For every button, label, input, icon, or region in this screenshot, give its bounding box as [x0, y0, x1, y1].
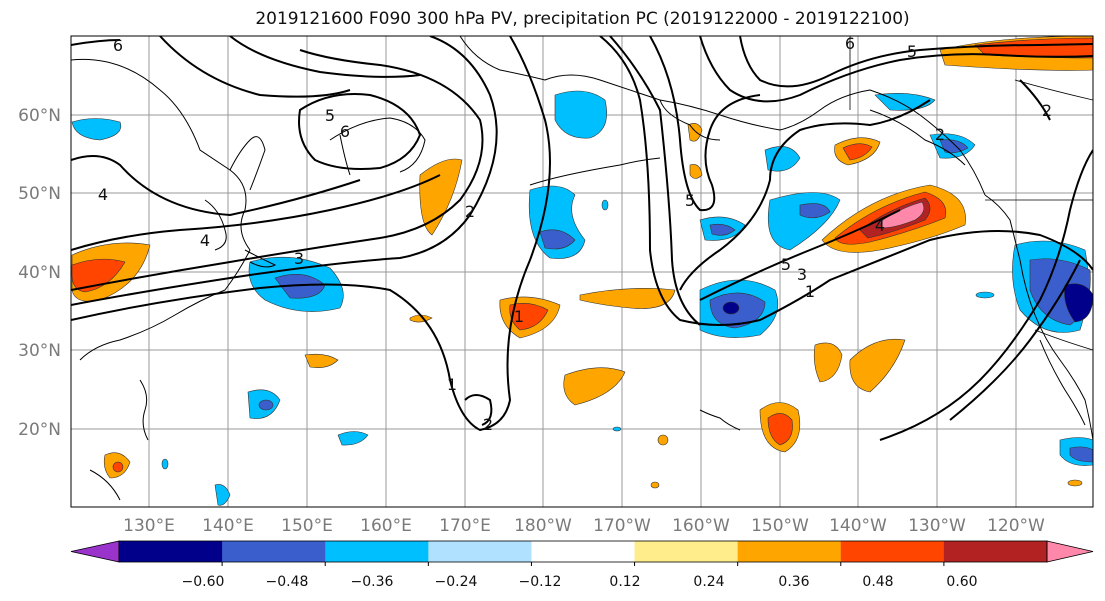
contour-labels: 6 5 6 4 4 3 2 1 2 1 6 5 2 5 5 3 1 4 2: [98, 34, 1052, 434]
contour-label: 4: [98, 185, 108, 204]
lon-label: 150°W: [751, 516, 809, 536]
lon-labels: 130°E 140°E 150°E 160°E 170°E 180°W 170°…: [123, 516, 1045, 536]
lon-label: 160°W: [672, 516, 730, 536]
colorbar-border: [118, 540, 1048, 563]
plot-title: 2019121600 F090 300 hPa PV, precipitatio…: [255, 9, 910, 29]
lon-label: 120°W: [987, 516, 1045, 536]
contour-label: 6: [845, 34, 855, 53]
colorbar-segment: [531, 541, 636, 562]
contour-label: 6: [340, 122, 350, 141]
colorbar-ticks: −0.60 −0.48 −0.36 −0.24 −0.12 0.12 0.24 …: [182, 574, 978, 590]
map-frame: [70, 35, 1094, 508]
lon-label: 140°W: [829, 516, 887, 536]
lon-label: 160°E: [360, 516, 412, 536]
colorbar-tick-label: −0.36: [351, 574, 394, 590]
colorbar-segment: [222, 541, 326, 562]
lon-label: 130°W: [908, 516, 966, 536]
lon-label: 130°E: [123, 516, 175, 536]
contour-label: 5: [907, 42, 917, 61]
colorbar-tick-label: −0.24: [435, 574, 478, 590]
lat-label: 60°N: [18, 106, 61, 126]
lat-label: 30°N: [18, 341, 61, 361]
colorbar-segment: [325, 541, 429, 562]
colorbar-tick-label: −0.60: [182, 574, 225, 590]
contour-label: 4: [200, 231, 210, 250]
lon-label: 150°E: [281, 516, 333, 536]
colorbar-tick-label: 0.60: [946, 574, 977, 590]
contour-label: 2: [1042, 101, 1052, 120]
colorbar-segment: [840, 541, 945, 562]
colorbar-segment: [428, 541, 532, 562]
contour-label: 2: [465, 202, 475, 221]
colorbar: [70, 540, 1094, 566]
contour-label: 4: [875, 216, 885, 235]
lon-label: 170°E: [439, 516, 491, 536]
lat-label: 20°N: [18, 420, 61, 440]
colorbar-tick-label: 0.24: [693, 574, 724, 590]
colorbar-tick-label: −0.12: [519, 574, 562, 590]
contour-label: 2: [483, 415, 493, 434]
colorbar-tick-label: 0.12: [609, 574, 640, 590]
lon-label: 140°E: [202, 516, 254, 536]
contour-label: 2: [935, 125, 945, 144]
contour-label: 5: [325, 106, 335, 125]
colorbar-tick-label: 0.48: [862, 574, 893, 590]
colorbar-tick-label: −0.48: [266, 574, 309, 590]
colorbar-segment: [634, 541, 739, 562]
contour-label: 1: [514, 307, 524, 326]
colorbar-extend-min: [70, 540, 120, 563]
colorbar-tick-label: 0.36: [778, 574, 809, 590]
lat-label: 50°N: [18, 184, 61, 204]
lat-labels: 60°N 50°N 40°N 30°N 20°N: [18, 106, 61, 440]
contour-label: 1: [805, 282, 815, 301]
pv-contours: [71, 36, 1093, 441]
colorbar-segment: [119, 541, 223, 562]
contour-label: 3: [294, 249, 304, 268]
colorbar-segment: [943, 541, 1048, 562]
lon-label: 170°W: [593, 516, 651, 536]
contour-label: 5: [781, 255, 791, 274]
colorbar-extend-max: [1046, 540, 1094, 563]
colorbar-segment: [737, 541, 842, 562]
contour-label: 5: [685, 191, 695, 210]
lat-label: 40°N: [18, 263, 61, 283]
contour-label: 1: [447, 375, 457, 394]
coastlines: [71, 36, 1093, 501]
contour-label: 6: [113, 36, 123, 55]
contour-label: 3: [797, 265, 807, 284]
lon-label: 180°W: [514, 516, 572, 536]
